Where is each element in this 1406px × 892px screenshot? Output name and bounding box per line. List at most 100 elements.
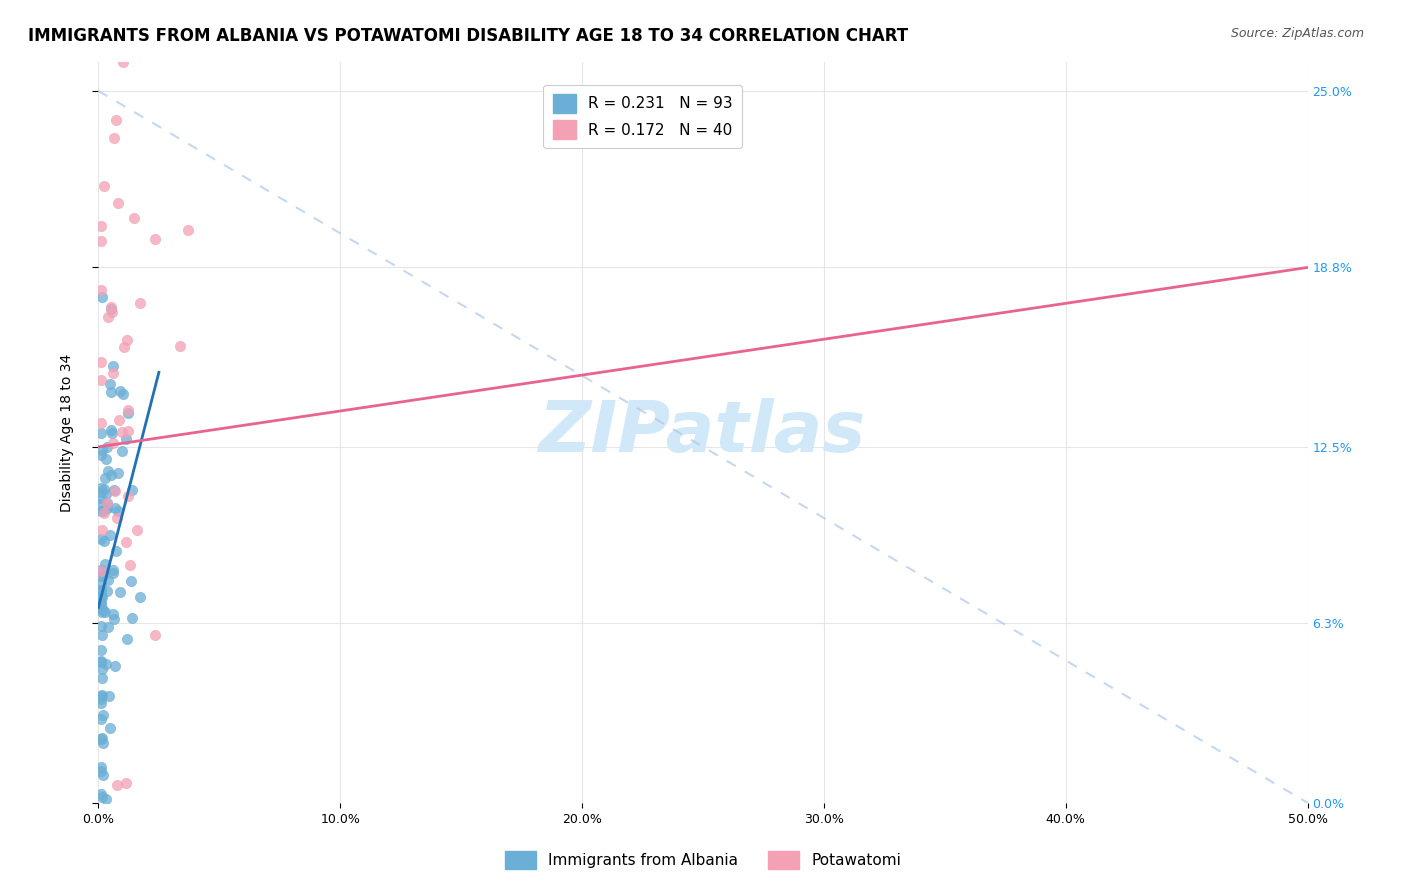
Point: [100, 384, 122, 399]
Point: [103, 612, 125, 626]
Point: [93, 506, 115, 520]
Point: [101, 607, 124, 622]
Point: [108, 384, 131, 398]
Point: [90, 605, 112, 619]
Point: [90, 449, 112, 463]
Point: [112, 340, 135, 354]
Point: [108, 585, 131, 599]
Point: [96, 584, 118, 599]
Point: [101, 435, 124, 450]
Point: [91, 768, 114, 782]
Point: [90, 760, 112, 774]
Point: [91, 442, 114, 457]
Point: [122, 211, 145, 225]
Point: [90, 503, 112, 517]
Point: [90, 532, 112, 546]
Text: Source: ZipAtlas.com: Source: ZipAtlas.com: [1230, 27, 1364, 40]
Point: [94, 605, 117, 619]
Point: [90, 425, 112, 440]
Point: [93, 178, 115, 193]
Point: [91, 731, 114, 745]
Point: [117, 403, 139, 417]
Point: [90, 654, 112, 668]
Point: [97, 620, 120, 634]
Point: [98, 377, 121, 392]
Point: [96, 501, 118, 516]
Text: IMMIGRANTS FROM ALBANIA VS POTAWATOMI DISABILITY AGE 18 TO 34 CORRELATION CHART: IMMIGRANTS FROM ALBANIA VS POTAWATOMI DI…: [28, 27, 908, 45]
Point: [91, 790, 114, 805]
Point: [90, 691, 112, 706]
Point: [90, 712, 112, 726]
Point: [94, 792, 117, 806]
Point: [143, 232, 166, 246]
Point: [96, 501, 118, 516]
Point: [90, 484, 112, 499]
Y-axis label: Disability Age 18 to 34: Disability Age 18 to 34: [60, 353, 75, 512]
Point: [121, 611, 143, 625]
Point: [115, 333, 138, 347]
Point: [104, 543, 127, 558]
Point: [94, 487, 117, 501]
Point: [117, 425, 139, 439]
Point: [90, 234, 112, 248]
Point: [90, 283, 112, 297]
Point: [90, 602, 112, 616]
Point: [90, 590, 112, 604]
Point: [91, 707, 114, 722]
Point: [90, 564, 112, 578]
Point: [104, 484, 127, 499]
Point: [115, 632, 138, 647]
Point: [100, 301, 122, 316]
Point: [93, 483, 115, 497]
Point: [90, 416, 112, 430]
Point: [90, 577, 112, 591]
Point: [128, 295, 150, 310]
Legend: Immigrants from Albania, Potawatomi: Immigrants from Albania, Potawatomi: [499, 845, 907, 875]
Point: [117, 489, 139, 503]
Point: [90, 491, 112, 505]
Point: [105, 511, 128, 525]
Point: [97, 310, 120, 324]
Point: [90, 582, 112, 597]
Point: [90, 655, 112, 669]
Point: [101, 566, 124, 580]
Point: [103, 483, 125, 498]
Point: [96, 441, 118, 455]
Point: [91, 603, 114, 617]
Point: [105, 113, 128, 128]
Point: [90, 589, 112, 603]
Point: [90, 662, 112, 676]
Point: [91, 688, 114, 702]
Point: [90, 497, 112, 511]
Point: [90, 732, 112, 747]
Point: [96, 496, 118, 510]
Point: [90, 289, 112, 303]
Point: [90, 219, 112, 233]
Point: [104, 500, 127, 515]
Point: [90, 619, 112, 633]
Point: [127, 523, 149, 537]
Point: [101, 426, 124, 441]
Point: [112, 387, 135, 401]
Point: [97, 464, 120, 478]
Point: [93, 533, 115, 548]
Point: [101, 304, 124, 318]
Point: [90, 563, 112, 577]
Point: [93, 557, 115, 571]
Point: [111, 425, 134, 439]
Point: [96, 496, 118, 510]
Text: ZIPatlas: ZIPatlas: [540, 398, 866, 467]
Point: [101, 359, 124, 374]
Point: [90, 355, 112, 369]
Point: [107, 467, 129, 481]
Point: [90, 598, 112, 612]
Point: [107, 504, 129, 518]
Point: [120, 574, 142, 589]
Point: [100, 467, 122, 482]
Point: [90, 764, 112, 778]
Point: [90, 628, 112, 642]
Point: [121, 483, 143, 497]
Point: [114, 433, 136, 447]
Point: [90, 690, 112, 704]
Point: [94, 452, 117, 467]
